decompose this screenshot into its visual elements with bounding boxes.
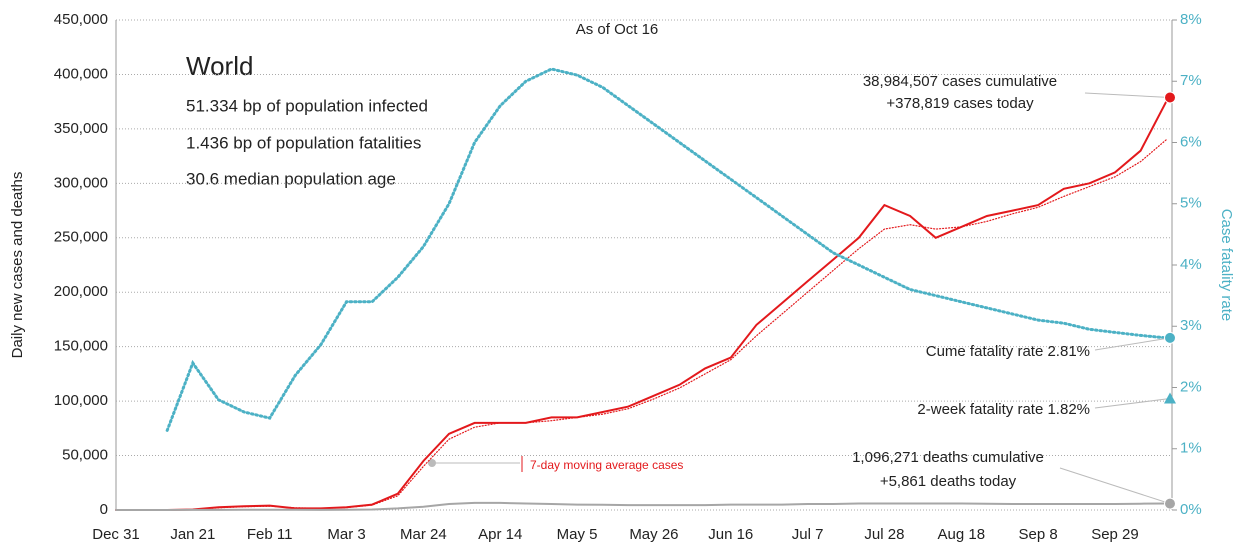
series-line [115, 501, 1168, 511]
annotation: 30.6 median population age [186, 169, 396, 188]
y2-tick-label: 0% [1180, 501, 1202, 518]
endpoint-marker [1164, 392, 1176, 404]
x-tick-label: Sep 29 [1091, 526, 1139, 543]
x-tick-label: Jun 16 [708, 526, 753, 543]
x-tick-label: Jul 28 [864, 526, 904, 543]
x-tick-label: Jul 7 [792, 526, 824, 543]
endpoint-marker [1164, 331, 1176, 344]
y-tick-label: 350,000 [54, 120, 108, 137]
endpoint-label: 1,096,271 deaths cumulative [852, 449, 1044, 466]
y-tick-label: 450,000 [54, 11, 108, 28]
y2-tick-label: 8% [1180, 11, 1202, 28]
y2-tick-label: 5% [1180, 195, 1202, 212]
y-tick-label: 300,000 [54, 174, 108, 191]
endpoint-label: 38,984,507 cases cumulative [863, 73, 1057, 90]
endpoint-marker [1164, 497, 1176, 510]
leader-line [1094, 337, 1171, 351]
endpoint-label: +378,819 cases today [886, 95, 1034, 112]
x-tick-label: Dec 31 [92, 526, 140, 543]
x-tick-label: May 5 [557, 526, 598, 543]
leader-line [1094, 398, 1171, 409]
leader-line [1059, 467, 1171, 505]
endpoint-marker [1164, 91, 1176, 104]
y2-tick-label: 1% [1180, 440, 1202, 457]
y2-tick-label: 4% [1180, 256, 1202, 273]
annotation: 51.334 bp of population infected [186, 96, 428, 115]
y-tick-label: 200,000 [54, 283, 108, 300]
y2-tick-label: 2% [1180, 378, 1202, 395]
y2-axis-label: Case fatality rate [1218, 209, 1235, 322]
x-tick-label: Jan 21 [170, 526, 215, 543]
y-tick-label: 100,000 [54, 392, 108, 409]
chart-subtitle: As of Oct 16 [576, 21, 659, 38]
y2-tick-label: 7% [1180, 72, 1202, 89]
y-tick-label: 400,000 [54, 65, 108, 82]
series-label: 7-day moving average cases [530, 458, 683, 472]
x-tick-label: May 26 [629, 526, 678, 543]
x-tick-label: Mar 3 [327, 526, 365, 543]
x-tick-label: Sep 8 [1019, 526, 1058, 543]
y-axis-label: Daily new cases and deaths [9, 172, 26, 359]
endpoint-label: Cume fatality rate 2.81% [926, 343, 1090, 360]
endpoint-label: +5,861 deaths today [880, 473, 1017, 490]
x-tick-label: Mar 24 [400, 526, 447, 543]
leader-dot [428, 459, 436, 467]
leader-line [1084, 92, 1171, 99]
series-line [165, 67, 1168, 432]
y2-tick-label: 3% [1180, 317, 1202, 334]
y-tick-label: 0 [100, 501, 108, 518]
series-line [115, 139, 1167, 511]
endpoint-label: 2-week fatality rate 1.82% [917, 401, 1090, 418]
x-tick-label: Aug 18 [938, 526, 986, 543]
x-tick-label: Feb 11 [247, 526, 293, 543]
annotation: 1.436 bp of population fatalities [186, 133, 421, 152]
y-tick-label: 250,000 [54, 229, 108, 246]
y-tick-label: 50,000 [62, 447, 108, 464]
chart-title: World [186, 51, 253, 81]
y-tick-label: 150,000 [54, 338, 108, 355]
y2-tick-label: 6% [1180, 133, 1202, 150]
x-tick-label: Apr 14 [478, 526, 522, 543]
